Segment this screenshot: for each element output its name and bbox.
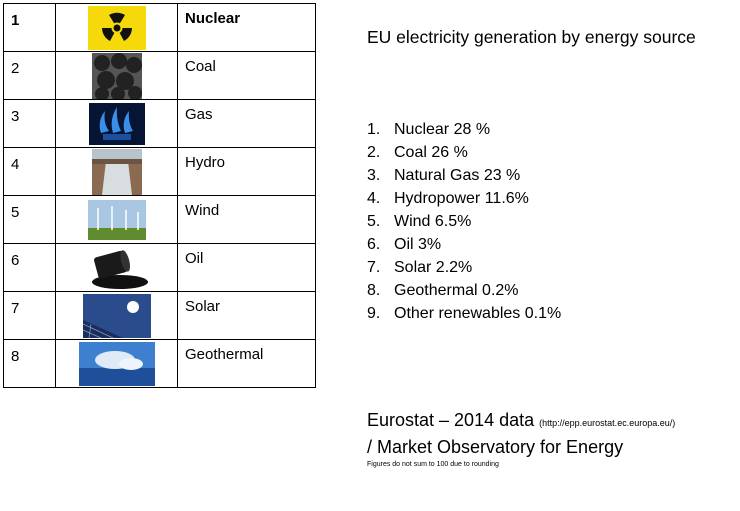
list-item: 5. Wind 6.5%: [367, 210, 561, 233]
gas-icon: [88, 102, 145, 145]
coal-icon: [91, 52, 142, 99]
hydro-icon: [91, 148, 142, 195]
list-item: 2. Coal 26 %: [367, 141, 561, 164]
list-marker: 2.: [367, 144, 381, 161]
row-label: Hydro: [177, 147, 316, 196]
source-list: 1. Nuclear 28 % 2. Coal 26 % 3. Natural Gas 2…: [367, 118, 561, 325]
row: 8 Geothermal: [3, 339, 316, 388]
row: 7 Solar: [3, 291, 316, 340]
list-marker: 8.: [367, 282, 381, 299]
row: 3 Gas: [3, 99, 316, 148]
list-item: 1. Nuclear 28 %: [367, 118, 561, 141]
oil-icon: [91, 249, 148, 289]
row-number: 8: [3, 339, 56, 388]
list-text: Coal 26 %: [394, 144, 468, 161]
list-item: 8. Geothermal 0.2%: [367, 279, 561, 302]
row-label: Solar: [177, 291, 316, 340]
row: 6 Oil: [3, 243, 316, 292]
nuclear-icon: [87, 5, 146, 50]
list-text: Oil 3%: [394, 236, 442, 253]
list-text: Natural Gas 23 %: [394, 167, 521, 184]
solar-icon: [82, 293, 151, 338]
row-number: 6: [3, 243, 56, 292]
row-number: 3: [3, 99, 56, 148]
panel-title: EU electricity generation by energy sour…: [367, 27, 696, 47]
list-text: Wind 6.5%: [394, 213, 472, 230]
row-number: 1: [3, 3, 56, 52]
source-url: (http://epp.eurostat.ec.europa.eu/): [539, 418, 676, 428]
source-line2: / Market Observatory for Energy: [367, 437, 624, 457]
geothermal-icon: [78, 341, 155, 386]
list-marker: 5.: [367, 213, 381, 230]
row-number: 5: [3, 195, 56, 244]
row: 2 Coal: [3, 51, 316, 100]
row-label: Oil: [177, 243, 316, 292]
row: 1 Nuclear: [3, 3, 316, 52]
list-text: Nuclear 28 %: [394, 121, 491, 138]
list-item: 7. Solar 2.2%: [367, 256, 561, 279]
list-text: Solar 2.2%: [394, 259, 473, 276]
list-marker: 3.: [367, 167, 381, 184]
row: 4 Hydro: [3, 147, 316, 196]
row: 5 Wind: [3, 195, 316, 244]
row-label: Gas: [177, 99, 316, 148]
row-number: 2: [3, 51, 56, 100]
list-text: Hydropower 11.6%: [394, 190, 529, 207]
row-number: 4: [3, 147, 56, 196]
source: Eurostat – 2014 data (http://epp.eurosta…: [367, 410, 675, 431]
source-text: Eurostat – 2014 data: [367, 410, 535, 430]
list-text: Geothermal 0.2%: [394, 282, 519, 299]
list-marker: 1.: [367, 121, 381, 138]
row-number: 7: [3, 291, 56, 340]
list-text: Other renewables 0.1%: [394, 305, 562, 322]
source-table: 1 Nuclear 2 Coal 3 Gas 4 Hydro 5 Wind 6 Oil 7 S…: [3, 3, 316, 388]
list-marker: 4.: [367, 190, 381, 207]
list-item: 6. Oil 3%: [367, 233, 561, 256]
list-item: 9. Other renewables 0.1%: [367, 302, 561, 325]
row-label: Geothermal: [177, 339, 316, 388]
list-item: 4. Hydropower 11.6%: [367, 187, 561, 210]
row-label: Nuclear: [177, 3, 316, 52]
row-label: Wind: [177, 195, 316, 244]
list-item: 3. Natural Gas 23 %: [367, 164, 561, 187]
list-marker: 7.: [367, 259, 381, 276]
wind-icon: [87, 199, 146, 240]
list-marker: 6.: [367, 236, 381, 253]
note: Figures do not sum to 100 due to roundin…: [367, 461, 499, 468]
list-marker: 9.: [367, 305, 381, 322]
row-label: Coal: [177, 51, 316, 100]
